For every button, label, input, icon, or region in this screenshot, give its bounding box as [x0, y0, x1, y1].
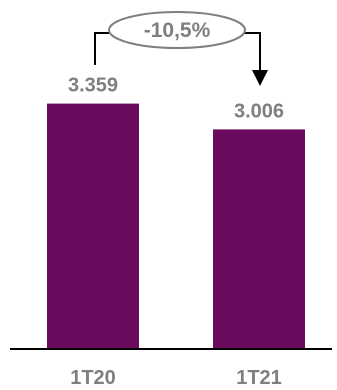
- change-label: -10,5%: [144, 19, 211, 42]
- change-ellipse: [108, 11, 246, 49]
- category-label-1T21: 1T21: [236, 367, 282, 389]
- change-bracket-right: [242, 32, 261, 72]
- change-arrow-head: [252, 70, 268, 86]
- value-labels-group: 3.359 3.006: [68, 75, 284, 123]
- value-label-1T21: 3.006: [234, 100, 284, 122]
- change-bracket-left: [94, 32, 112, 65]
- change-annotation: -10,5%: [94, 11, 268, 86]
- category-label-1T20: 1T20: [70, 367, 116, 389]
- bar-1T21: [213, 129, 305, 349]
- category-labels-group: 1T20 1T21: [70, 367, 282, 389]
- bars-group: [47, 103, 305, 350]
- bar-1T20: [47, 103, 139, 350]
- value-label-1T20: 3.359: [68, 75, 118, 97]
